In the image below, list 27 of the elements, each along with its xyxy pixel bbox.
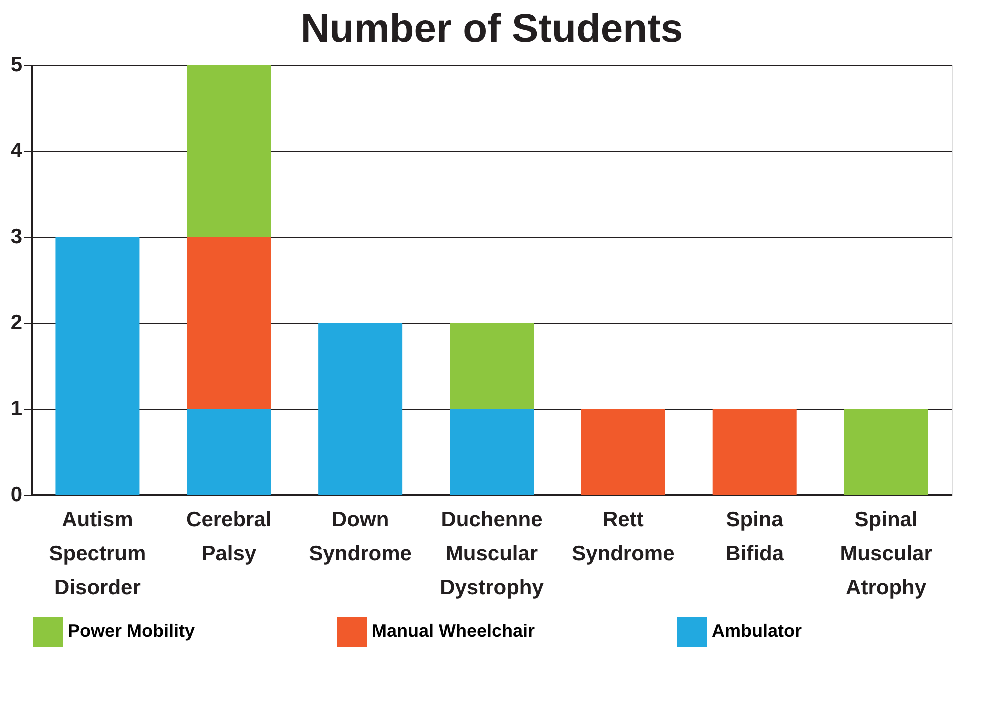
bar bbox=[450, 323, 534, 409]
y-tick-label: 1 bbox=[10, 398, 23, 420]
legend-label: Power Mobility bbox=[68, 621, 196, 641]
x-tick-label: Duchenne Muscular Dystrophy bbox=[440, 508, 544, 600]
legend-label: Ambulator bbox=[712, 621, 802, 641]
x-tick-label: Spinal Muscular Atrophy bbox=[840, 508, 932, 600]
x-tick-label: Autism Spectrum Disorder bbox=[49, 508, 146, 600]
bar bbox=[187, 237, 272, 409]
x-tick-label: Rett Syndrome bbox=[572, 508, 675, 566]
bar bbox=[187, 409, 272, 495]
chart-title: Number of Students bbox=[300, 7, 684, 51]
bar bbox=[712, 409, 797, 495]
y-tick-label: 2 bbox=[10, 312, 22, 334]
x-tick-label: Down Syndrome bbox=[309, 508, 412, 566]
x-tick-label: Spina Bifida bbox=[726, 508, 784, 566]
bar bbox=[450, 409, 534, 495]
legend-label: Manual Wheelchair bbox=[372, 621, 536, 641]
bar bbox=[56, 237, 140, 495]
y-tick-label: 3 bbox=[10, 226, 22, 248]
bar bbox=[318, 323, 403, 495]
bar bbox=[844, 409, 928, 495]
bar bbox=[187, 65, 272, 237]
x-tick-label: Cerebral Palsy bbox=[186, 508, 272, 566]
y-tick-label: 4 bbox=[10, 140, 23, 162]
y-tick-label: 0 bbox=[10, 484, 22, 506]
y-tick-label: 5 bbox=[10, 54, 23, 76]
bar bbox=[581, 409, 666, 495]
